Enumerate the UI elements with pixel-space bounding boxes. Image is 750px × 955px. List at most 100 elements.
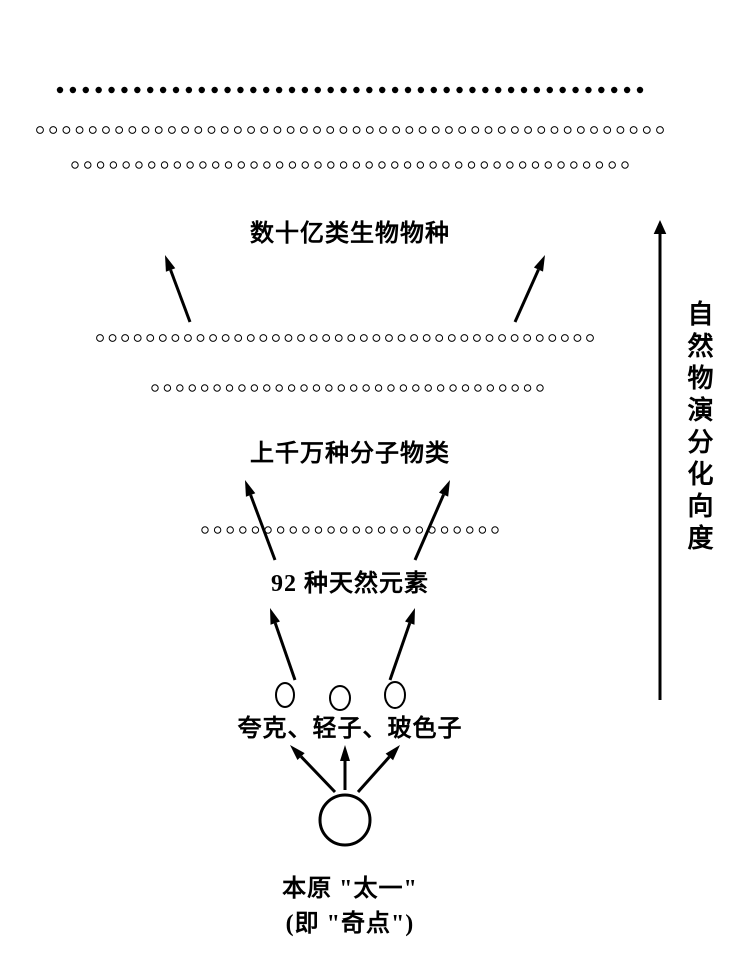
dot — [142, 127, 149, 134]
dot — [122, 335, 129, 342]
dot — [392, 87, 398, 93]
dot — [379, 87, 385, 93]
dot — [417, 162, 423, 168]
dot — [303, 527, 309, 533]
arrow-head — [245, 480, 255, 497]
dot — [263, 87, 269, 93]
dot — [225, 162, 231, 168]
particle-circle — [330, 686, 350, 710]
dot — [511, 335, 518, 342]
dot — [559, 87, 565, 93]
dot — [419, 127, 426, 134]
dot — [525, 127, 532, 134]
dot — [277, 527, 283, 533]
dot — [348, 335, 355, 342]
dot — [596, 162, 602, 168]
dot — [418, 87, 424, 93]
dot — [159, 335, 166, 342]
dot — [454, 527, 460, 533]
dot — [210, 335, 217, 342]
dot — [549, 335, 556, 342]
label-level2: 夸克、轻子、玻色子 — [170, 708, 530, 743]
arrow-shaft — [275, 623, 295, 680]
dot — [136, 162, 142, 168]
dot — [261, 127, 268, 134]
diagram-stage: 数十亿类生物物种 上千万种分子物类 92 种天然元素 夸克、轻子、玻色子 本原 … — [0, 0, 750, 955]
arrow-shaft — [515, 270, 538, 322]
dot — [363, 385, 369, 391]
dot — [222, 335, 229, 342]
dot — [177, 385, 183, 391]
dot — [186, 87, 192, 93]
dot — [353, 87, 359, 93]
dot — [189, 385, 195, 391]
dot — [472, 127, 479, 134]
dot — [558, 162, 564, 168]
dot — [443, 87, 449, 93]
dot — [195, 127, 202, 134]
dot — [85, 162, 91, 168]
label-level1b: (即 "奇点") — [200, 903, 500, 938]
dot — [287, 127, 294, 134]
dot — [519, 162, 525, 168]
diagram-svg — [0, 0, 750, 955]
dot — [147, 87, 153, 93]
dot — [185, 335, 192, 342]
dot — [187, 162, 193, 168]
dot — [300, 127, 307, 134]
dot — [404, 162, 410, 168]
dot — [425, 385, 431, 391]
dot — [328, 162, 334, 168]
dot — [197, 335, 204, 342]
dot — [172, 335, 179, 342]
dot — [467, 527, 473, 533]
dot — [97, 335, 104, 342]
dot — [611, 87, 617, 93]
dot — [571, 162, 577, 168]
dot — [89, 127, 96, 134]
dot — [326, 385, 332, 391]
dot — [622, 162, 628, 168]
arrow-head — [654, 220, 667, 234]
dot — [274, 127, 281, 134]
dot — [252, 527, 258, 533]
dot — [598, 87, 604, 93]
dot — [366, 527, 372, 533]
dot — [400, 385, 406, 391]
dot — [226, 385, 232, 391]
arrow-head — [534, 255, 545, 272]
dot — [577, 127, 584, 134]
dot — [182, 127, 189, 134]
dot — [448, 335, 455, 342]
dot — [492, 527, 498, 533]
dot — [353, 127, 360, 134]
dot — [152, 385, 158, 391]
dot — [366, 162, 372, 168]
dot — [507, 162, 513, 168]
dot — [482, 87, 488, 93]
dot — [289, 162, 295, 168]
dot — [276, 87, 282, 93]
dot — [609, 162, 615, 168]
dot — [432, 127, 439, 134]
dot — [413, 385, 419, 391]
dot — [129, 127, 136, 134]
dot — [351, 385, 357, 391]
dot — [587, 335, 594, 342]
dot — [149, 162, 155, 168]
dot — [393, 127, 400, 134]
dot — [110, 162, 116, 168]
dot — [298, 335, 305, 342]
particle-circle — [385, 682, 405, 708]
dot — [481, 162, 487, 168]
dot — [469, 87, 475, 93]
dot — [547, 87, 553, 93]
label-level5: 数十亿类生物物种 — [170, 213, 530, 248]
dot — [572, 87, 578, 93]
dot — [450, 385, 456, 391]
dot — [437, 385, 443, 391]
dot — [494, 162, 500, 168]
arrow-shaft — [171, 270, 190, 322]
dot — [276, 385, 282, 391]
dot — [479, 527, 485, 533]
